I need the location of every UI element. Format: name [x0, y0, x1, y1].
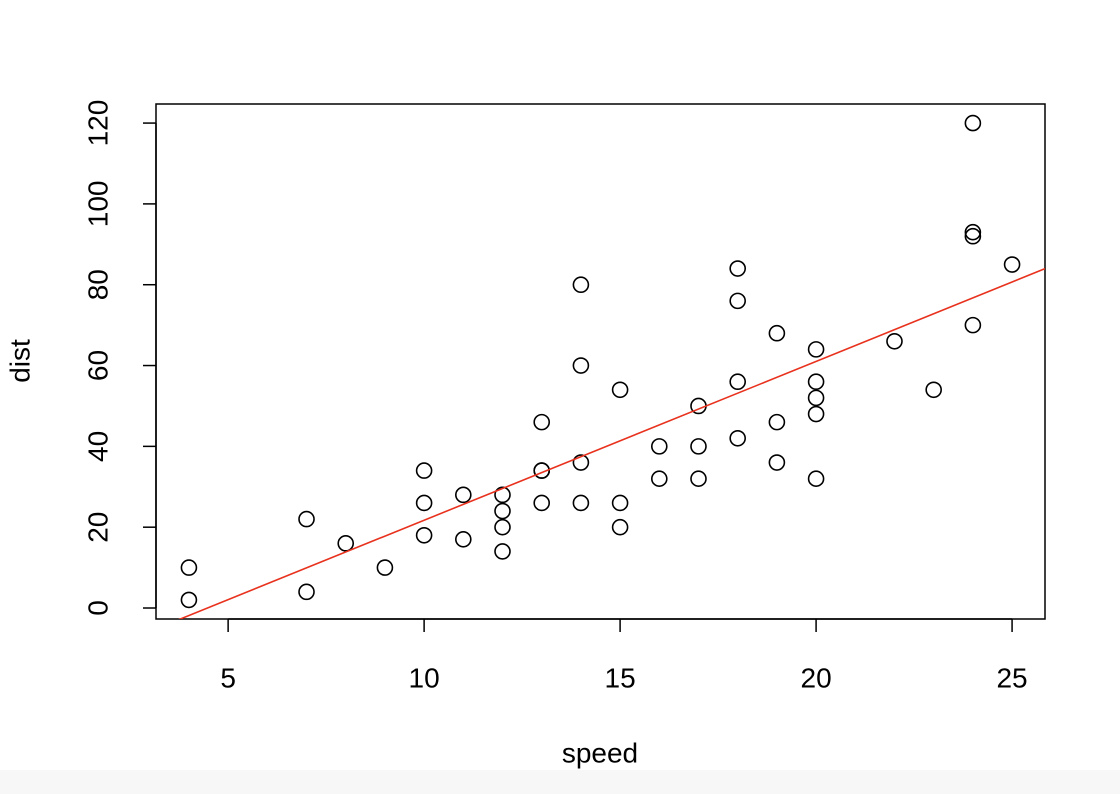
footer-strip — [0, 770, 1120, 794]
point — [768, 324, 786, 342]
fit-group — [178, 267, 1045, 619]
point — [455, 531, 472, 548]
point — [180, 591, 198, 609]
point — [964, 223, 982, 241]
point — [729, 292, 746, 310]
point — [690, 470, 707, 487]
point — [298, 510, 315, 528]
x-tick-label: 10 — [409, 662, 440, 693]
point — [533, 462, 551, 479]
plot-box — [155, 103, 1046, 620]
point — [964, 227, 982, 245]
point — [650, 470, 668, 487]
point — [729, 373, 746, 391]
x-tick-label: 20 — [801, 662, 832, 693]
point — [807, 470, 825, 487]
point — [455, 486, 472, 504]
y-tick-label: 120 — [82, 100, 113, 147]
point — [807, 341, 825, 358]
point — [180, 559, 198, 576]
point — [494, 502, 511, 520]
y-tick-label: 80 — [82, 269, 113, 300]
point — [533, 494, 551, 512]
point — [768, 454, 786, 471]
y-tick-label: 40 — [82, 431, 113, 462]
y-tick-label: 0 — [82, 600, 113, 616]
point — [729, 429, 746, 447]
point — [807, 389, 825, 407]
point — [415, 494, 433, 512]
point — [298, 583, 315, 601]
point — [611, 494, 629, 512]
point — [533, 413, 551, 431]
x-tick-label: 15 — [605, 662, 636, 693]
point — [415, 526, 433, 544]
point — [572, 494, 590, 512]
point — [964, 316, 982, 334]
x-tick-label: 5 — [220, 662, 236, 693]
x-tick-label: 25 — [996, 662, 1027, 693]
point — [768, 413, 786, 431]
point — [572, 276, 590, 294]
fit-line — [178, 267, 1045, 619]
point — [1003, 256, 1021, 273]
point — [376, 559, 394, 576]
point — [729, 260, 746, 277]
point — [611, 518, 629, 536]
y-tick-label: 60 — [82, 350, 113, 381]
point — [494, 486, 511, 504]
x-axis-label: speed — [562, 737, 638, 768]
point — [494, 543, 511, 560]
point — [886, 332, 903, 350]
point — [415, 462, 433, 479]
point — [807, 373, 825, 391]
y-tick-label: 100 — [82, 181, 113, 228]
point — [494, 518, 511, 536]
point — [925, 381, 942, 399]
point — [337, 535, 355, 552]
point — [572, 357, 590, 374]
point — [611, 381, 629, 399]
y-tick-label: 20 — [82, 512, 113, 543]
point — [690, 438, 707, 455]
point — [650, 438, 668, 455]
y-axis-label: dist — [4, 339, 35, 383]
point — [572, 454, 590, 471]
point — [964, 114, 982, 132]
point — [807, 405, 825, 423]
